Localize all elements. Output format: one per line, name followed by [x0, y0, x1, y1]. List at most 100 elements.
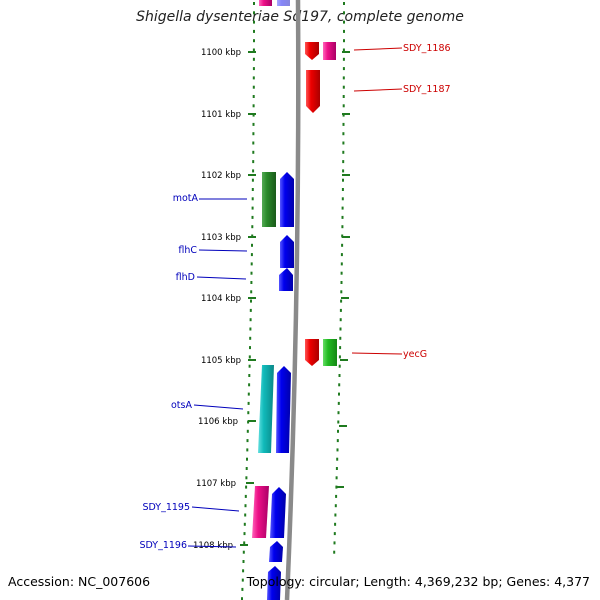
gene-label[interactable]: SDY_1196	[139, 540, 187, 551]
gene-label[interactable]: yecG	[403, 349, 427, 360]
gene-sdy-1196-feature[interactable]	[269, 541, 283, 562]
guide-dot	[340, 281, 343, 284]
guide-dot	[241, 597, 243, 600]
accession-text: Accession: NC_007606	[8, 574, 151, 589]
gene-sdy-1186-feature[interactable]	[305, 42, 319, 60]
guide-dot	[252, 141, 255, 145]
guide-dot	[241, 578, 244, 582]
guide-dot	[337, 411, 340, 415]
gene-pink-feature[interactable]	[323, 42, 336, 60]
guide-dot	[249, 318, 252, 322]
guide-dot	[248, 374, 251, 377]
tick-labels: 1100 kbp 1101 kbp 1102 kbp 1103 kbp 1104…	[193, 48, 241, 551]
guide-dot	[336, 457, 339, 461]
gene-label[interactable]: flhD	[176, 272, 195, 283]
guide-dot	[249, 308, 252, 312]
guide-dot	[336, 448, 339, 452]
guide-dot	[247, 411, 250, 415]
guide-dot	[252, 122, 255, 126]
guide-dot	[342, 95, 345, 98]
guide-dot	[338, 374, 341, 377]
guide-dot	[251, 206, 254, 210]
guide-dot	[242, 550, 245, 554]
guide-dot	[250, 262, 253, 266]
guide-dot	[250, 290, 253, 294]
gene-flhd-feature[interactable]	[279, 268, 293, 291]
guide-dot	[339, 308, 342, 312]
tick-label: 1105 kbp	[201, 356, 241, 366]
gene-flhc-feature[interactable]	[280, 235, 294, 268]
guide-dot	[341, 197, 344, 201]
guide-dot	[252, 169, 255, 173]
guide-dot	[342, 132, 345, 136]
guide-dot	[252, 160, 255, 164]
guide-dot	[342, 169, 345, 173]
guide-dot	[343, 39, 345, 43]
guide-dot	[343, 11, 345, 15]
guide-dot	[342, 48, 345, 52]
guide-dot	[333, 550, 336, 554]
gene-motor-feature-green[interactable]	[262, 172, 276, 227]
gene-label[interactable]: otsA	[171, 400, 192, 411]
guide-dot	[333, 532, 336, 536]
gene-blue-feature[interactable]	[267, 566, 281, 600]
guide-dot	[250, 299, 252, 303]
guide-dot	[251, 215, 254, 219]
guide-dot	[253, 11, 255, 15]
guide-dot	[246, 448, 249, 452]
guide-dot	[334, 522, 337, 526]
guide-dot	[342, 178, 344, 182]
gene-blue-feature[interactable]	[270, 487, 286, 538]
tick-label: 1101 kbp	[201, 110, 241, 120]
gene-blue-feature[interactable]	[276, 366, 291, 453]
guide-dot	[248, 383, 251, 387]
gene-sdy-1187-feature[interactable]	[306, 70, 320, 113]
guide-dot	[342, 122, 345, 126]
gene-label[interactable]: SDY_1187	[403, 84, 451, 95]
guide-dot	[244, 504, 247, 508]
guide-dot	[342, 104, 345, 108]
guide-dot	[245, 476, 248, 480]
guide-dot	[342, 150, 345, 154]
gene-mota-feature[interactable]	[280, 172, 294, 227]
gene-green-feature[interactable]	[323, 339, 337, 366]
gene-otsa-feature[interactable]	[258, 365, 274, 453]
gene-labels-right: SDY_1186 SDY_1187 yecG	[403, 43, 451, 360]
gene-label[interactable]: motA	[173, 193, 199, 204]
guide-dot	[243, 541, 246, 545]
guide-dot	[252, 48, 255, 52]
guide-dot	[334, 504, 337, 508]
guide-dot	[339, 318, 342, 322]
guide-dot	[340, 253, 343, 257]
guide-dot	[342, 141, 345, 145]
gene-partial-feature-magenta[interactable]	[259, 0, 272, 6]
guide-dot	[342, 85, 345, 89]
guide-dot	[342, 76, 345, 80]
guide-dot	[242, 560, 245, 563]
gene-yecg-feature[interactable]	[305, 339, 319, 366]
guide-dot	[337, 401, 340, 405]
guide-dot	[243, 522, 246, 526]
guide-dot	[342, 57, 345, 61]
guide-dot	[338, 392, 340, 396]
guide-dot	[335, 494, 338, 498]
tick-label: 1104 kbp	[201, 294, 241, 304]
dotted-guide-tracks	[241, 2, 345, 600]
tick-label: 1106 kbp	[198, 417, 238, 427]
guide-dot	[337, 420, 340, 424]
gene-sdy-1195-feature[interactable]	[252, 486, 269, 538]
guide-dot	[244, 513, 247, 517]
guide-dot	[245, 485, 248, 489]
guide-dot	[340, 290, 343, 294]
guide-dot	[252, 104, 255, 108]
guide-dot	[252, 67, 255, 71]
gene-label[interactable]: SDY_1195	[142, 502, 190, 513]
genome-summary-text: Topology: circular; Length: 4,369,232 bp…	[246, 574, 590, 589]
guide-dot	[245, 467, 248, 470]
guide-dot	[248, 355, 251, 359]
gene-label[interactable]: SDY_1186	[403, 43, 451, 54]
guide-dot	[250, 271, 253, 275]
gene-label[interactable]: flhC	[178, 245, 197, 256]
gene-labels-left: motA flhC flhD otsA SDY_1195 SDY_1196	[139, 193, 198, 551]
